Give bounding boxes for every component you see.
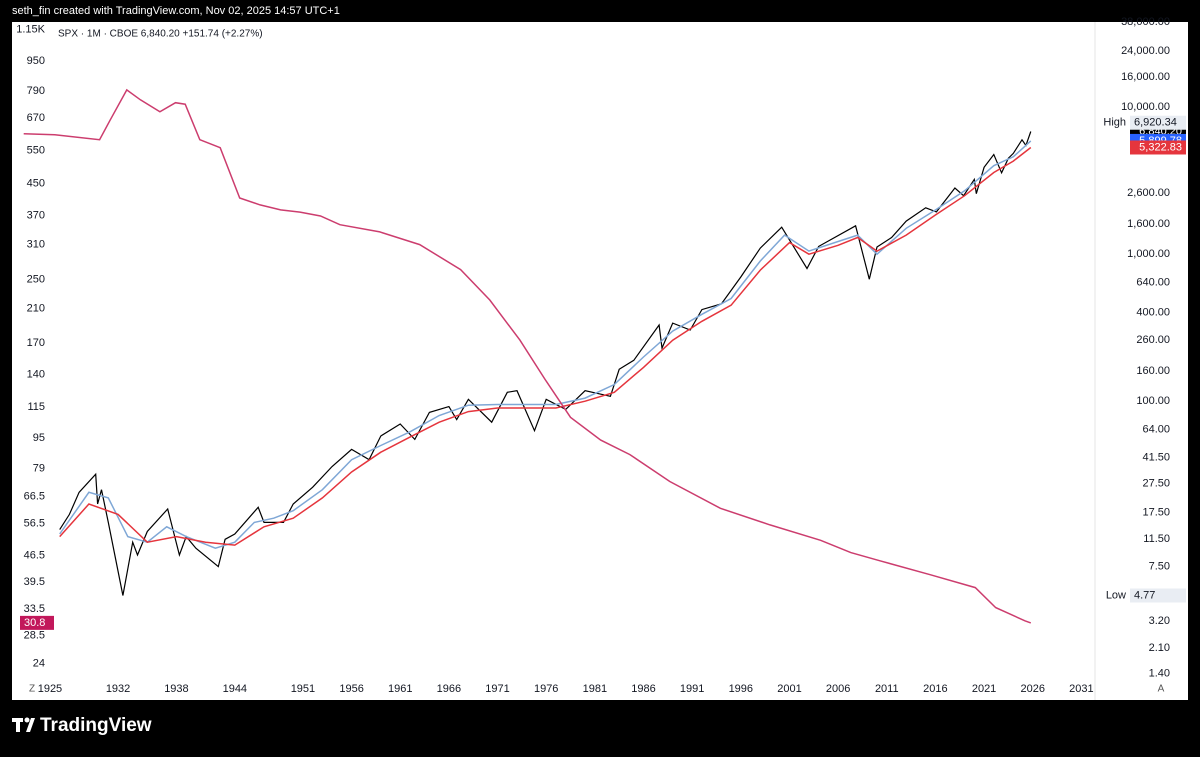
y-tick-label: 28.5 <box>24 629 45 641</box>
y2-tick-label: 160.00 <box>1136 365 1170 377</box>
y-tick-label: 24 <box>33 658 45 670</box>
price-tag-label: 5,322.83 <box>1139 141 1182 153</box>
price-tag <box>1130 140 1186 155</box>
legend-text: SPX · 1M · CBOE 6,840.20 +151.74 (+2.27%… <box>58 29 263 40</box>
y-tick-label: 450 <box>27 177 45 189</box>
price-tag-label: 30.8 <box>24 617 45 629</box>
marker-label: 4.77 <box>1134 589 1155 601</box>
x-tick-label: 2006 <box>826 683 850 695</box>
x-tick-label: 1976 <box>534 683 558 695</box>
y2-tick-label: 2,600.00 <box>1127 187 1170 199</box>
y2-tick-label: 11.50 <box>1143 533 1170 545</box>
y2-tick-label: 38,000.00 <box>1121 16 1170 28</box>
y-tick-label: 79 <box>33 462 45 474</box>
footer-brand: TradingView <box>40 715 152 736</box>
y-tick-label: 33.5 <box>24 603 45 615</box>
chart-panel <box>12 22 1188 700</box>
x-tick-label: 1981 <box>583 683 607 695</box>
marker-tag <box>1130 115 1186 130</box>
y-tick-label: 170 <box>27 337 45 349</box>
y-tick-label: 46.5 <box>24 549 45 561</box>
y-tick-label: 95 <box>33 432 45 444</box>
x-tick-label: 1944 <box>223 683 247 695</box>
y2-tick-label: 1,600.00 <box>1127 218 1170 230</box>
y-tick-label: 210 <box>27 302 45 314</box>
y-tick-label: 56.5 <box>24 517 45 529</box>
y-tick-label: 66.5 <box>24 491 45 503</box>
y2-tick-label: 260.00 <box>1136 334 1170 346</box>
y2-tick-label: 10,000.00 <box>1121 101 1170 113</box>
x-tick-label: 2021 <box>972 683 996 695</box>
axis-button[interactable]: Z <box>29 684 35 695</box>
x-tick-label: 2026 <box>1020 683 1044 695</box>
y2-tick-label: 640.00 <box>1136 277 1170 289</box>
y-tick-label: 310 <box>27 238 45 250</box>
x-tick-label: 2031 <box>1069 683 1093 695</box>
y-tick-label: 950 <box>27 55 45 67</box>
x-tick-label: 1932 <box>106 683 130 695</box>
header: seth_fin created with TradingView.com, N… <box>12 5 340 17</box>
y-tick-label: 1.15K <box>16 24 45 36</box>
x-tick-label: 1961 <box>388 683 412 695</box>
y2-tick-label: 27.50 <box>1142 478 1170 490</box>
x-tick-label: 1971 <box>485 683 509 695</box>
y-tick-label: 39.5 <box>24 576 45 588</box>
y-tick-label: 250 <box>27 274 45 286</box>
marker-name: Low <box>1106 589 1126 601</box>
x-tick-label: 2011 <box>875 683 899 695</box>
y2-tick-label: 100.00 <box>1136 395 1170 407</box>
x-tick-label: 1996 <box>729 683 753 695</box>
y2-tick-label: 1.40 <box>1149 668 1170 680</box>
series-line <box>59 131 1032 596</box>
y2-tick-label: 16,000.00 <box>1121 71 1170 83</box>
axis-button[interactable]: A <box>1158 684 1165 695</box>
y2-tick-label: 24,000.00 <box>1121 45 1170 57</box>
y-tick-label: 115 <box>27 401 45 413</box>
x-tick-label: 2016 <box>923 683 947 695</box>
x-tick-label: 1966 <box>437 683 461 695</box>
brand-logo <box>12 717 35 732</box>
y2-tick-label: 1,000.00 <box>1127 248 1170 260</box>
price-tag <box>20 615 54 630</box>
x-tick-label: 1938 <box>164 683 188 695</box>
y2-tick-label: 2.10 <box>1149 642 1170 654</box>
y2-tick-label: 64.00 <box>1142 424 1170 436</box>
series-line <box>59 146 1032 546</box>
y2-tick-label: 400.00 <box>1136 307 1170 319</box>
y-tick-label: 370 <box>27 209 45 221</box>
x-tick-label: 2001 <box>777 683 801 695</box>
y-tick-label: 140 <box>27 369 45 381</box>
y-tick-label: 670 <box>27 112 45 124</box>
y2-tick-label: 17.50 <box>1142 506 1170 518</box>
x-tick-label: 1986 <box>631 683 655 695</box>
y2-tick-label: 7.50 <box>1149 561 1170 573</box>
y2-tick-label: 3.20 <box>1149 615 1170 627</box>
y-tick-label: 550 <box>27 145 45 157</box>
y2-tick-label: 41.50 <box>1142 451 1170 463</box>
x-tick-label: 1951 <box>291 683 315 695</box>
marker-label: 6,920.34 <box>1134 117 1177 129</box>
y-tick-label: 790 <box>27 85 45 97</box>
x-tick-label: 1991 <box>680 683 704 695</box>
marker-name: High <box>1103 117 1126 129</box>
x-tick-label: 1956 <box>339 683 363 695</box>
marker-tag <box>1130 588 1186 603</box>
series-line <box>23 88 1032 624</box>
x-tick-label: 1925 <box>38 683 62 695</box>
